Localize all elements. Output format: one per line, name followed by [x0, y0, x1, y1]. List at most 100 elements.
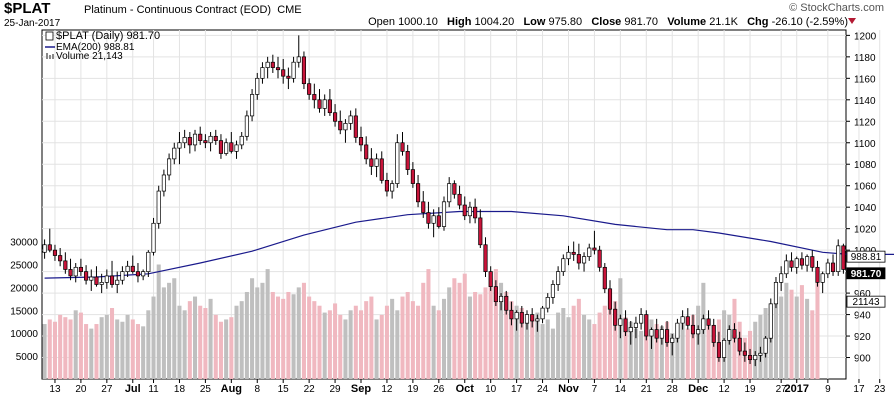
candlestick[interactable]: [540, 307, 545, 320]
candlestick[interactable]: [696, 329, 701, 335]
candlestick[interactable]: [109, 275, 115, 285]
candlestick[interactable]: [587, 247, 592, 257]
candlestick[interactable]: [94, 276, 99, 285]
candlestick[interactable]: [711, 324, 716, 343]
candlestick[interactable]: [322, 99, 327, 109]
candlestick[interactable]: [203, 140, 208, 144]
candlestick[interactable]: [524, 314, 530, 324]
candlestick[interactable]: [317, 99, 322, 109]
candlestick[interactable]: [758, 352, 763, 356]
candlestick[interactable]: [561, 258, 566, 272]
candlestick[interactable]: [369, 158, 374, 167]
candlestick[interactable]: [353, 115, 358, 138]
candlestick[interactable]: [364, 144, 369, 160]
candlestick[interactable]: [73, 266, 78, 277]
candlestick[interactable]: [576, 254, 581, 264]
candlestick[interactable]: [763, 337, 768, 354]
candlestick[interactable]: [115, 279, 120, 285]
candlestick[interactable]: [250, 94, 255, 117]
candlestick[interactable]: [307, 83, 312, 95]
candlestick[interactable]: [504, 295, 509, 311]
candlestick[interactable]: [358, 137, 364, 146]
candlestick[interactable]: [135, 271, 141, 277]
candlestick[interactable]: [447, 183, 452, 203]
candlestick[interactable]: [747, 355, 753, 361]
candlestick[interactable]: [654, 329, 659, 339]
candlestick[interactable]: [545, 297, 550, 309]
candlestick[interactable]: [58, 255, 63, 262]
candlestick[interactable]: [810, 256, 815, 268]
candlestick[interactable]: [820, 273, 825, 283]
candlestick[interactable]: [722, 339, 727, 358]
candlestick[interactable]: [218, 140, 224, 154]
candlestick[interactable]: [452, 183, 457, 195]
candlestick[interactable]: [198, 133, 203, 141]
candlestick[interactable]: [467, 206, 472, 217]
candlestick[interactable]: [732, 329, 737, 339]
candlestick[interactable]: [457, 193, 462, 206]
candlestick[interactable]: [224, 142, 229, 154]
candlestick[interactable]: [830, 262, 836, 272]
candlestick[interactable]: [213, 135, 218, 141]
candlestick[interactable]: [483, 244, 488, 272]
candlestick[interactable]: [161, 174, 166, 192]
candlestick[interactable]: [623, 318, 628, 333]
candlestick[interactable]: [384, 179, 390, 192]
candlestick[interactable]: [779, 273, 784, 283]
candlestick[interactable]: [239, 135, 244, 146]
candlestick[interactable]: [644, 314, 649, 337]
candlestick[interactable]: [182, 137, 187, 144]
candlestick[interactable]: [628, 327, 633, 333]
candlestick[interactable]: [581, 256, 587, 264]
candlestick[interactable]: [488, 271, 493, 287]
candlestick[interactable]: [89, 276, 94, 281]
candlestick[interactable]: [390, 183, 395, 192]
candlestick[interactable]: [333, 112, 338, 122]
candlestick[interactable]: [151, 222, 156, 253]
candlestick[interactable]: [659, 329, 664, 339]
candlestick[interactable]: [701, 318, 706, 330]
candlestick[interactable]: [462, 204, 467, 217]
candlestick[interactable]: [405, 150, 410, 170]
candlestick[interactable]: [706, 318, 711, 326]
candlestick[interactable]: [99, 282, 104, 285]
candlestick[interactable]: [187, 137, 192, 146]
candlestick[interactable]: [675, 322, 680, 339]
candlestick[interactable]: [286, 75, 291, 79]
candlestick[interactable]: [301, 56, 307, 85]
candlestick[interactable]: [473, 206, 478, 219]
candlestick[interactable]: [265, 61, 270, 68]
candlestick[interactable]: [270, 61, 275, 68]
candlestick[interactable]: [639, 314, 644, 324]
candlestick[interactable]: [42, 244, 47, 253]
candlestick[interactable]: [120, 271, 125, 281]
candlestick[interactable]: [410, 169, 415, 184]
candlestick[interactable]: [716, 342, 721, 358]
candlestick[interactable]: [78, 266, 83, 272]
candlestick[interactable]: [737, 337, 742, 352]
candlestick[interactable]: [514, 312, 519, 320]
candlestick[interactable]: [281, 69, 286, 77]
candlestick[interactable]: [602, 266, 607, 290]
candlestick[interactable]: [47, 244, 52, 251]
candlestick[interactable]: [104, 275, 109, 283]
candlestick[interactable]: [805, 256, 810, 266]
candlestick[interactable]: [535, 318, 540, 322]
candlestick[interactable]: [690, 324, 696, 335]
candlestick[interactable]: [556, 271, 561, 285]
candlestick[interactable]: [130, 265, 135, 272]
candlestick[interactable]: [633, 322, 638, 328]
candlestick[interactable]: [680, 316, 685, 324]
candlestick[interactable]: [260, 67, 265, 79]
candlestick[interactable]: [52, 249, 58, 256]
candlestick[interactable]: [229, 142, 234, 152]
candlestick[interactable]: [799, 258, 804, 266]
candlestick[interactable]: [338, 120, 343, 131]
candlestick[interactable]: [841, 245, 846, 270]
candlestick[interactable]: [400, 142, 405, 152]
candlestick[interactable]: [348, 115, 353, 124]
candlestick[interactable]: [530, 314, 535, 322]
candlestick[interactable]: [84, 271, 89, 281]
candlestick[interactable]: [255, 77, 260, 95]
